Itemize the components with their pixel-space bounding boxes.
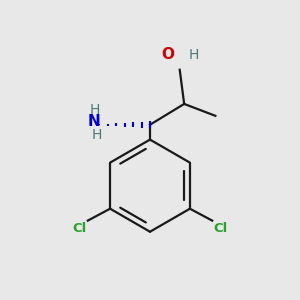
Text: H: H (189, 48, 199, 62)
Text: N: N (87, 114, 100, 129)
Text: H: H (91, 128, 102, 142)
Text: O: O (161, 47, 174, 62)
Text: Cl: Cl (72, 222, 86, 235)
Text: Cl: Cl (214, 222, 228, 235)
Text: H: H (90, 103, 100, 118)
